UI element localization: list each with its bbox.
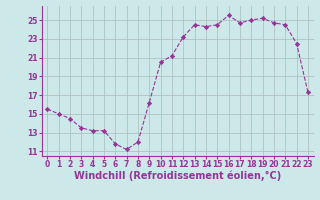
X-axis label: Windchill (Refroidissement éolien,°C): Windchill (Refroidissement éolien,°C) [74, 171, 281, 181]
